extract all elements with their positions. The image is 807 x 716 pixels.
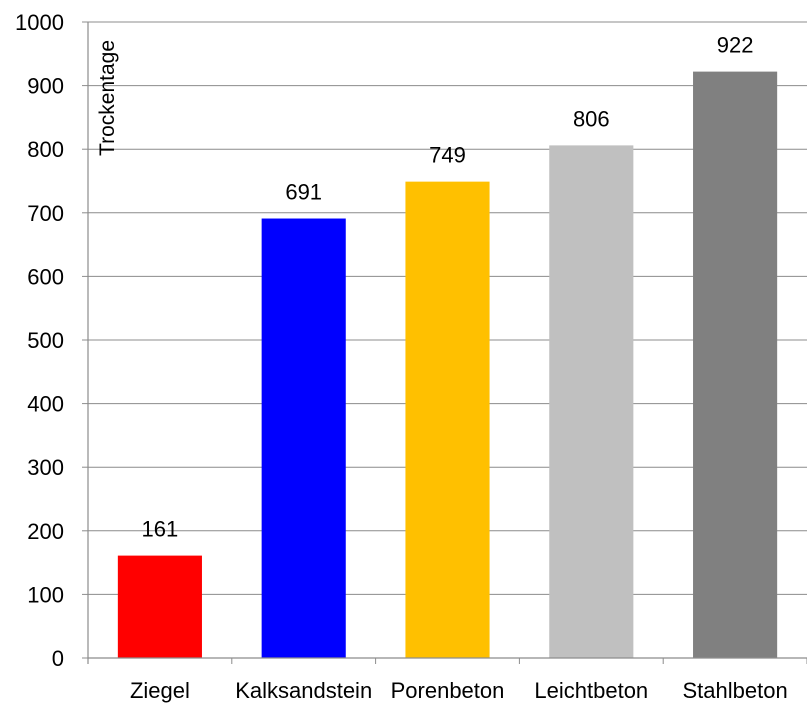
y-tick-label-200: 200 <box>27 519 64 544</box>
data-label-stahlbeton: 922 <box>717 33 754 58</box>
y-tick-label-100: 100 <box>27 582 64 607</box>
data-label-porenbeton: 749 <box>429 143 466 168</box>
y-axis-title: Trockentage <box>96 40 119 156</box>
bars <box>117 71 778 659</box>
y-tick-label-400: 400 <box>27 392 64 417</box>
data-label-kalksandstein: 691 <box>285 180 322 205</box>
y-axis-ticks: 0 100 200 300 400 500 600 700 800 900 1000 <box>15 10 88 671</box>
bar-ziegel <box>117 555 202 658</box>
x-tick-label-porenbeton: Porenbeton <box>391 678 505 703</box>
x-tick-label-ziegel: Ziegel <box>130 678 190 703</box>
data-label-leichtbeton: 806 <box>573 106 610 131</box>
x-tick-label-leichtbeton: Leichtbeton <box>534 678 648 703</box>
y-tick-label-300: 300 <box>27 455 64 480</box>
y-tick-label-800: 800 <box>27 137 64 162</box>
bar-stahlbeton <box>693 71 778 658</box>
data-label-ziegel: 161 <box>142 517 179 542</box>
x-tick-label-stahlbeton: Stahlbeton <box>682 678 787 703</box>
y-tick-label-1000: 1000 <box>15 10 64 35</box>
x-tick-label-kalksandstein: Kalksandstein <box>235 678 372 703</box>
bar-kalksandstein <box>261 218 346 659</box>
y-tick-label-900: 900 <box>27 74 64 99</box>
y-tick-label-500: 500 <box>27 328 64 353</box>
x-axis-labels: Ziegel Kalksandstein Porenbeton Leichtbeton… <box>130 658 807 703</box>
data-labels: 161 691 749 806 922 <box>142 33 754 542</box>
bar-leichtbeton <box>549 145 634 658</box>
bar-porenbeton <box>405 181 490 659</box>
y-tick-label-700: 700 <box>27 201 64 226</box>
y-tick-label-600: 600 <box>27 264 64 289</box>
y-tick-label-0: 0 <box>52 646 64 671</box>
